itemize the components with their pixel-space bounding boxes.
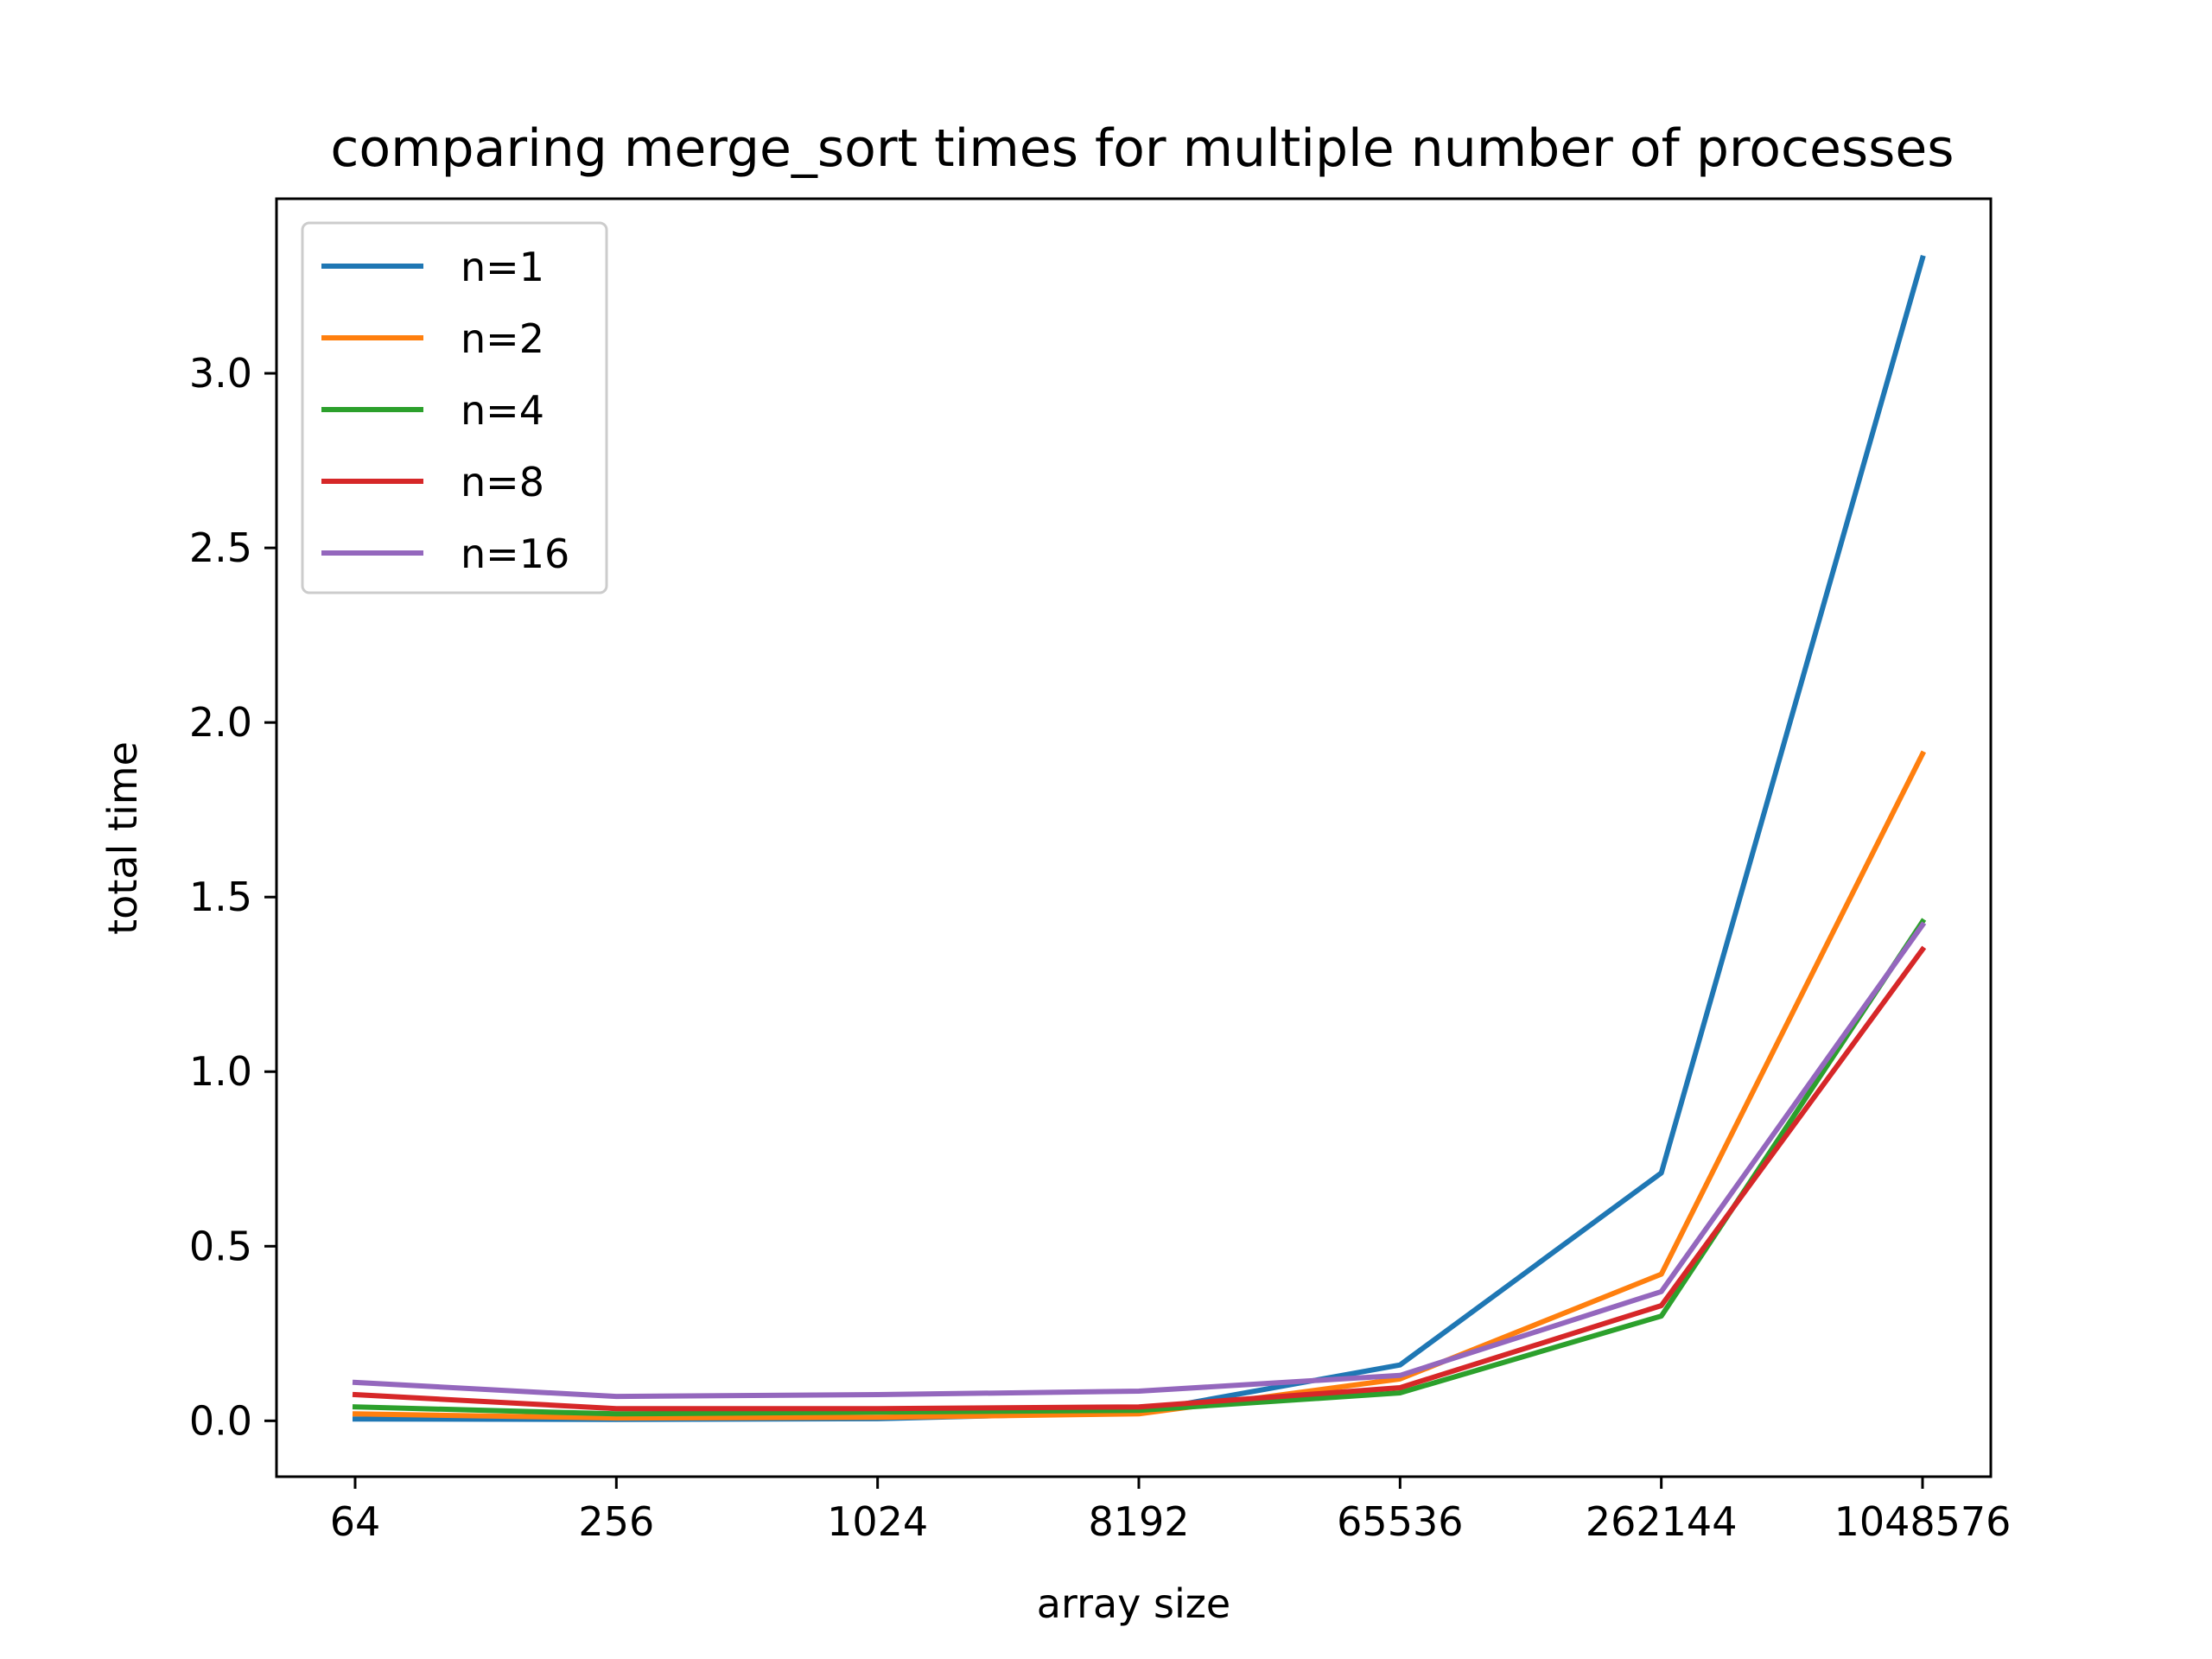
- series-line-n-8: [352, 945, 1927, 1412]
- y-axis-label: total time: [99, 741, 146, 935]
- y-tick-label: 1.5: [189, 874, 252, 920]
- legend-label: n=1: [461, 244, 544, 290]
- y-tick-label: 0.5: [189, 1223, 252, 1269]
- series-line-n-4: [352, 918, 1927, 1417]
- legend-label: n=8: [461, 459, 544, 505]
- x-tick-label: 256: [578, 1498, 654, 1545]
- legend-label: n=4: [461, 387, 544, 434]
- x-tick-label: 65536: [1337, 1498, 1463, 1545]
- x-tick-label: 262144: [1586, 1498, 1738, 1545]
- y-tick-label: 1.0: [189, 1048, 252, 1095]
- y-tick-label: 2.5: [189, 524, 252, 571]
- legend-label: n=16: [461, 531, 569, 577]
- series-layer: [352, 254, 1927, 1422]
- chart-title: comparing merge_sort times for multiple …: [330, 118, 1954, 179]
- y-tick-label: 0.0: [189, 1397, 252, 1444]
- x-axis-ticks: 64 256 1024 8192 65536 262144 1048576: [330, 1477, 2012, 1545]
- legend: n=1 n=2 n=4 n=8 n=16: [301, 221, 608, 594]
- y-axis-ticks: 0.0 0.5 1.0 1.5 2.0 2.5 3.0: [189, 350, 276, 1444]
- series-line-n-16: [352, 921, 1927, 1400]
- x-tick-label: 1048576: [1834, 1498, 2012, 1545]
- legend-label: n=2: [461, 315, 544, 362]
- series-line-n-2: [352, 750, 1927, 1421]
- legend-box: [301, 221, 608, 594]
- x-tick-label: 64: [330, 1498, 381, 1545]
- x-axis-label: array size: [1037, 1580, 1230, 1627]
- x-tick-label: 8192: [1088, 1498, 1189, 1545]
- y-tick-label: 3.0: [189, 350, 252, 397]
- x-tick-label: 1024: [827, 1498, 928, 1545]
- plot-frame: [275, 197, 1993, 1478]
- y-tick-label: 2.0: [189, 699, 252, 746]
